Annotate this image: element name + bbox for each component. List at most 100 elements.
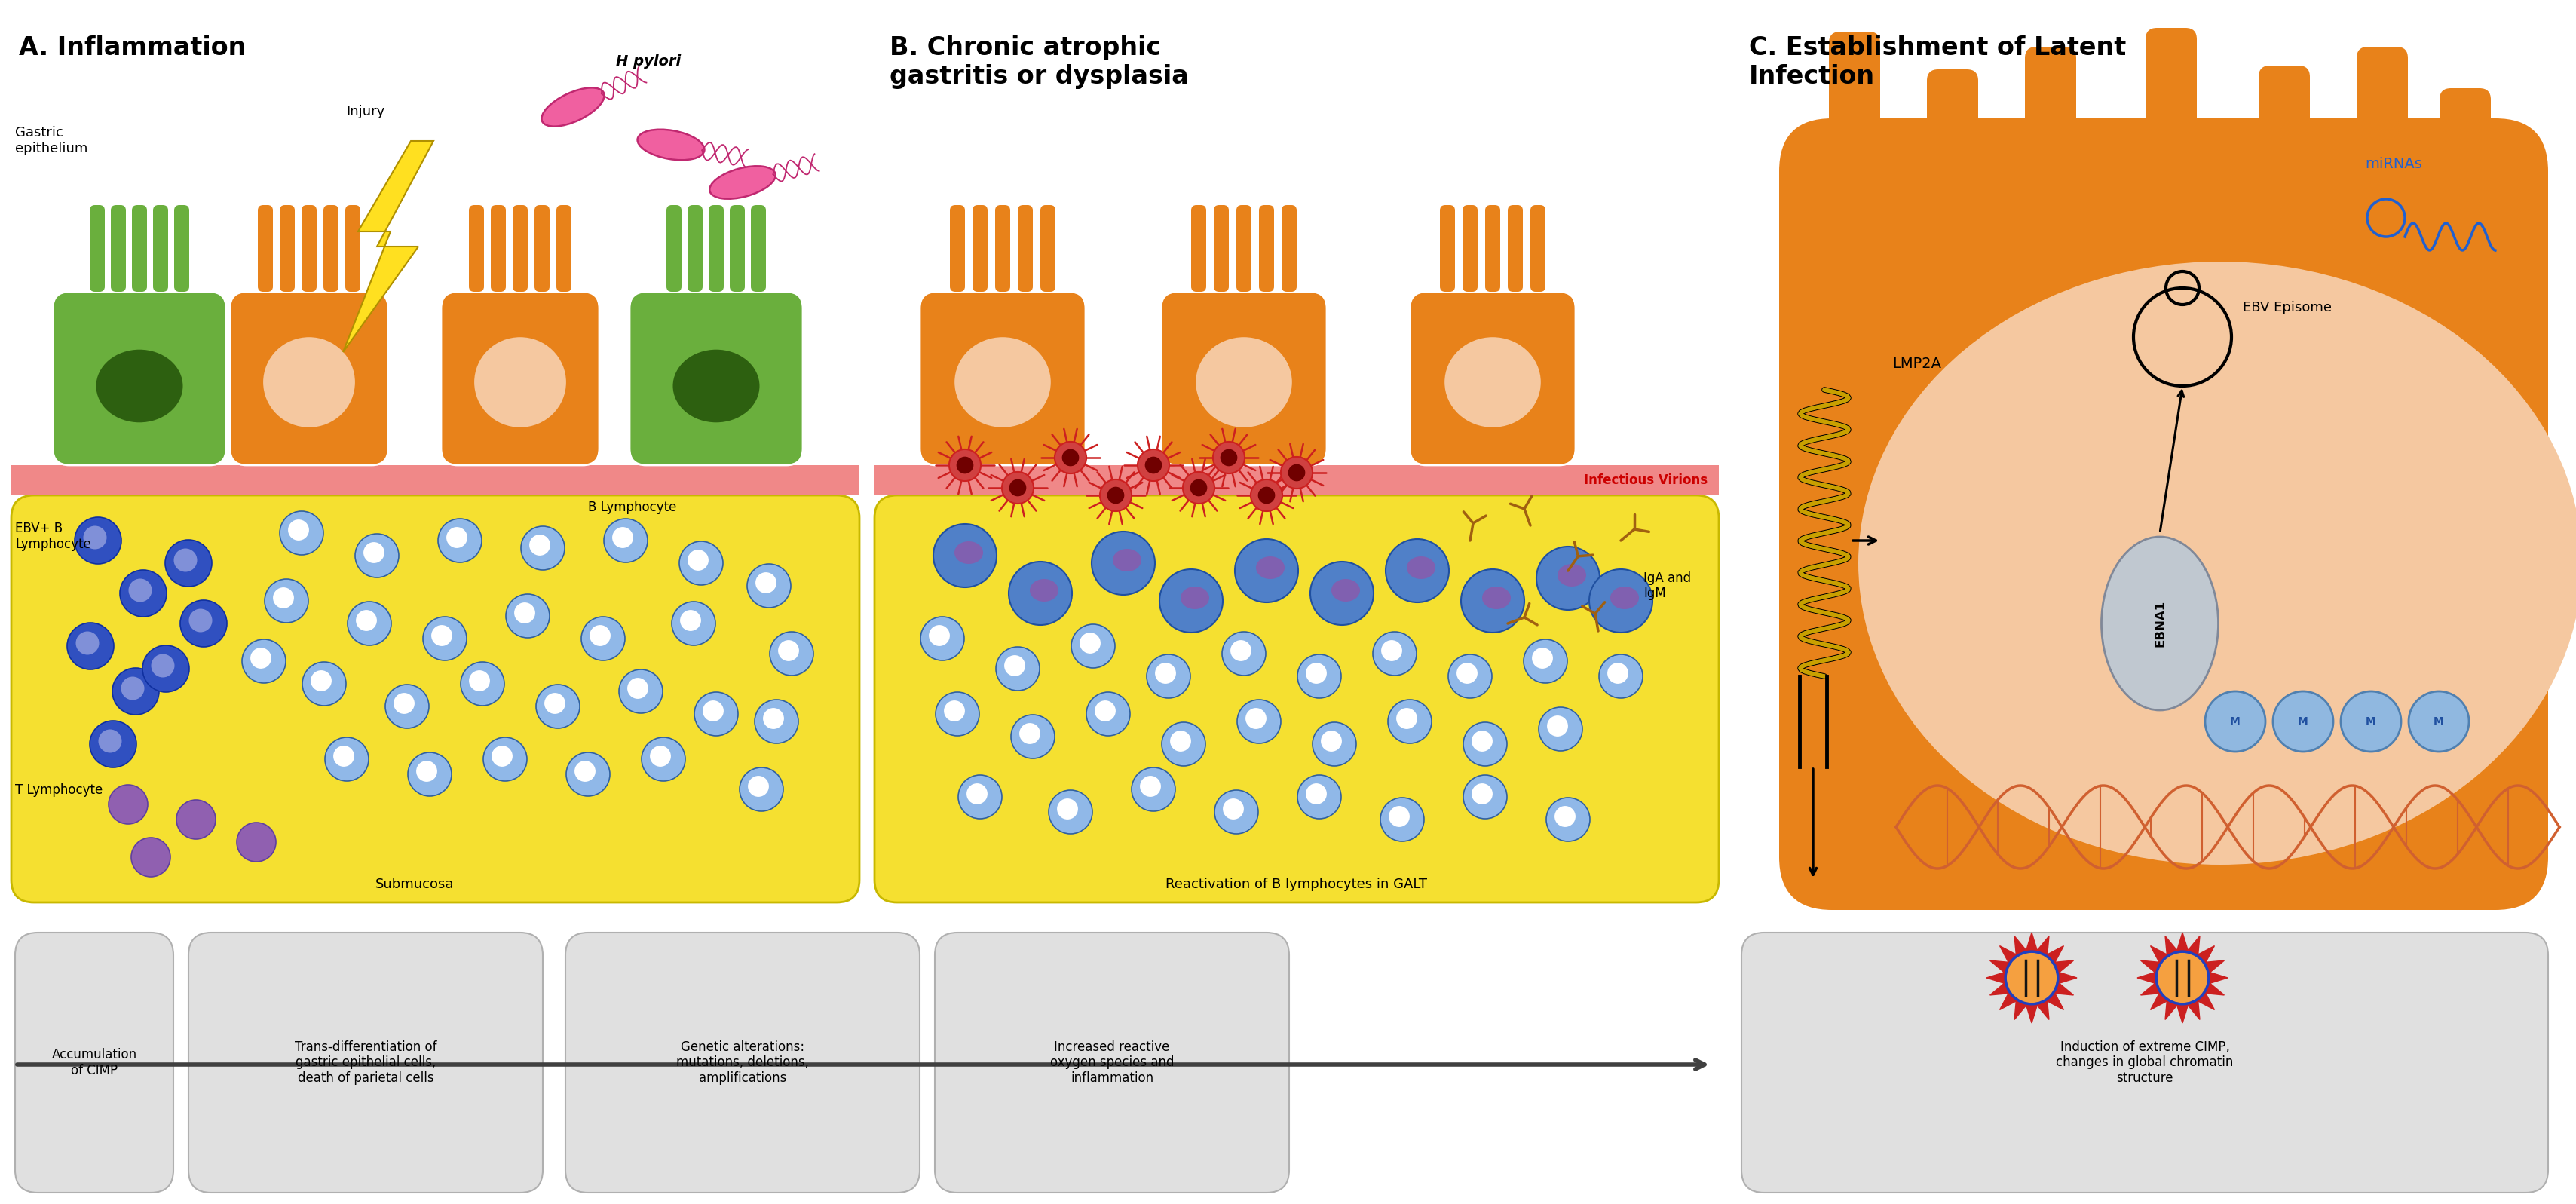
Circle shape [250,648,270,668]
Circle shape [407,752,451,796]
Circle shape [1298,775,1342,819]
Text: Infectious Virions: Infectious Virions [1584,473,1708,488]
Circle shape [1535,547,1600,610]
Ellipse shape [541,88,605,126]
Circle shape [739,767,783,811]
Text: EBNA1: EBNA1 [2154,600,2166,647]
Circle shape [1386,539,1448,602]
Polygon shape [1986,933,2076,1023]
FancyBboxPatch shape [1507,205,1522,291]
Ellipse shape [1445,337,1540,427]
FancyBboxPatch shape [1829,31,1880,187]
Text: Injury: Injury [345,105,384,118]
FancyBboxPatch shape [131,205,147,291]
Circle shape [1170,731,1190,751]
Circle shape [762,708,783,728]
Circle shape [237,822,276,862]
Circle shape [67,622,113,669]
Circle shape [1244,708,1267,728]
Circle shape [672,602,716,645]
Circle shape [629,678,649,698]
FancyBboxPatch shape [2439,88,2491,187]
Circle shape [265,579,309,622]
FancyBboxPatch shape [688,205,703,291]
FancyBboxPatch shape [229,291,389,465]
FancyBboxPatch shape [1162,291,1327,465]
Circle shape [958,775,1002,819]
FancyBboxPatch shape [492,205,505,291]
Text: EBV Episome: EBV Episome [2244,301,2331,314]
Text: Reactivation of B lymphocytes in GALT: Reactivation of B lymphocytes in GALT [1167,878,1427,891]
FancyBboxPatch shape [1409,291,1577,465]
Circle shape [603,519,647,562]
FancyBboxPatch shape [2259,65,2311,187]
FancyBboxPatch shape [513,205,528,291]
FancyBboxPatch shape [629,291,804,465]
Circle shape [582,616,626,661]
Ellipse shape [1610,586,1638,609]
Circle shape [1159,569,1224,632]
Circle shape [1213,790,1257,834]
Circle shape [1154,662,1177,684]
Circle shape [121,677,144,700]
Circle shape [696,692,739,736]
Circle shape [242,639,286,683]
Ellipse shape [2102,537,2218,710]
FancyBboxPatch shape [1041,205,1056,291]
Circle shape [1522,639,1566,683]
FancyBboxPatch shape [440,291,600,465]
Circle shape [98,730,121,752]
FancyBboxPatch shape [345,205,361,291]
Ellipse shape [672,349,760,423]
FancyBboxPatch shape [325,205,337,291]
Ellipse shape [1332,579,1360,602]
Circle shape [1234,539,1298,602]
Circle shape [920,616,963,661]
Circle shape [188,609,211,632]
Circle shape [1213,442,1244,473]
Bar [873,465,1718,495]
Circle shape [943,701,966,721]
Circle shape [703,701,724,721]
FancyBboxPatch shape [1927,70,1978,187]
Circle shape [1249,479,1283,512]
Circle shape [2409,691,2468,751]
Circle shape [1056,798,1077,820]
Circle shape [2007,951,2058,1004]
FancyBboxPatch shape [1283,205,1296,291]
Ellipse shape [1481,586,1510,609]
Circle shape [484,737,528,781]
Circle shape [1471,784,1492,804]
FancyBboxPatch shape [1260,205,1275,291]
Text: Increased reactive
oxygen species and
inflammation: Increased reactive oxygen species and in… [1051,1040,1175,1085]
Circle shape [90,721,137,767]
Circle shape [2156,951,2208,1004]
Circle shape [1548,715,1569,737]
Circle shape [142,645,188,692]
Circle shape [528,535,551,555]
Circle shape [935,692,979,736]
Circle shape [930,625,951,647]
Text: IgA and
IgM: IgA and IgM [1643,571,1690,601]
Circle shape [1396,708,1417,728]
Text: M: M [2298,716,2308,727]
FancyBboxPatch shape [301,205,317,291]
Circle shape [1061,449,1079,466]
FancyBboxPatch shape [564,933,920,1193]
Circle shape [755,572,775,594]
Ellipse shape [1113,549,1141,572]
Circle shape [688,550,708,571]
Circle shape [332,745,355,767]
Circle shape [933,524,997,588]
Circle shape [469,671,489,691]
Circle shape [1139,449,1170,482]
FancyBboxPatch shape [556,205,572,291]
FancyBboxPatch shape [281,205,294,291]
Circle shape [355,610,376,631]
Ellipse shape [1030,579,1059,602]
FancyBboxPatch shape [994,205,1010,291]
Ellipse shape [956,337,1051,427]
Circle shape [1381,797,1425,842]
Circle shape [1448,655,1492,698]
Circle shape [2272,691,2334,751]
